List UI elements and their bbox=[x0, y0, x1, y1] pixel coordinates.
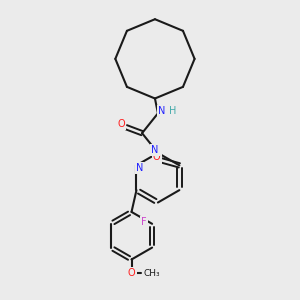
Text: CH₃: CH₃ bbox=[143, 269, 160, 278]
Text: N: N bbox=[151, 145, 159, 155]
Text: N: N bbox=[158, 106, 166, 116]
Text: H: H bbox=[169, 106, 176, 116]
Text: F: F bbox=[141, 217, 147, 227]
Text: O: O bbox=[153, 152, 160, 162]
Text: N: N bbox=[136, 163, 143, 173]
Text: O: O bbox=[128, 268, 135, 278]
Text: O: O bbox=[118, 119, 125, 129]
